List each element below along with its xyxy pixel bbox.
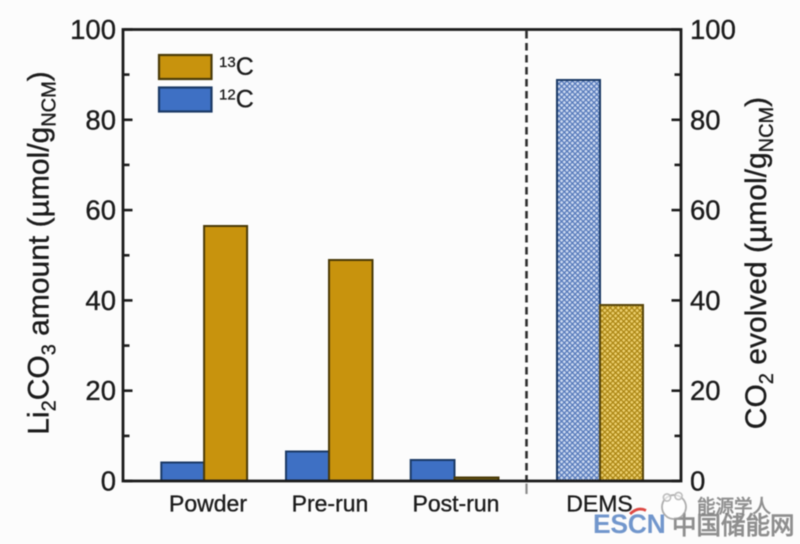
- svg-text:60: 60: [85, 195, 116, 226]
- svg-text:能源学人: 能源学人: [697, 496, 772, 517]
- svg-text:DEMS: DEMS: [566, 491, 632, 517]
- svg-text:20: 20: [85, 375, 116, 406]
- svg-text:60: 60: [690, 195, 721, 226]
- svg-text:ESCN: ESCN: [593, 509, 665, 539]
- svg-text:80: 80: [85, 104, 116, 135]
- svg-text:Post-run: Post-run: [413, 491, 500, 517]
- svg-text:中国储能网: 中国储能网: [672, 511, 795, 540]
- svg-text:0: 0: [101, 466, 116, 497]
- svg-text:100: 100: [70, 14, 116, 45]
- svg-text:20: 20: [690, 375, 721, 406]
- svg-text:40: 40: [85, 285, 116, 316]
- svg-text:Powder: Powder: [169, 491, 247, 517]
- svg-text:40: 40: [690, 285, 721, 316]
- svg-text:CO2 evolved (µmol/gNCM): CO2 evolved (µmol/gNCM): [740, 97, 778, 429]
- svg-text:0: 0: [690, 466, 705, 497]
- svg-text:100: 100: [690, 14, 736, 45]
- svg-text:12C: 12C: [219, 86, 254, 114]
- svg-text:13C: 13C: [219, 53, 254, 81]
- svg-text:80: 80: [690, 104, 721, 135]
- svg-text:Li2CO3 amount (µmol/gNCM): Li2CO3 amount (µmol/gNCM): [23, 71, 61, 435]
- svg-text:Pre-run: Pre-run: [292, 491, 369, 517]
